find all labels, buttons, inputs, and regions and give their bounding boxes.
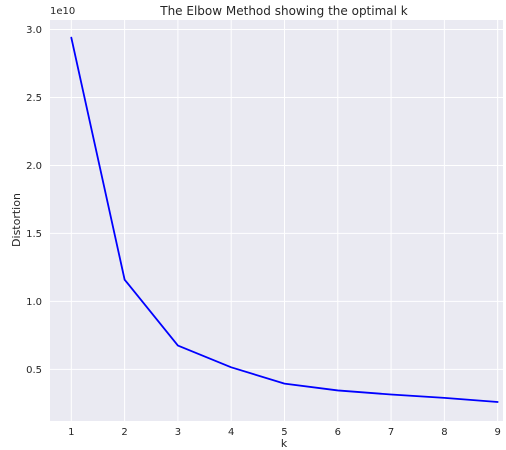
plot-area <box>50 20 503 421</box>
x-tick-label: 4 <box>228 427 234 438</box>
y-tick-label: 0.5 <box>26 365 42 376</box>
y-tick-label: 2.5 <box>26 93 42 104</box>
grid-lines <box>50 20 503 421</box>
x-tick-label: 8 <box>441 427 447 438</box>
x-tick-labels: 1 2 3 4 5 6 7 8 9 <box>68 427 501 438</box>
x-tick-label: 1 <box>68 427 74 438</box>
chart-title: The Elbow Method showing the optimal k <box>159 4 408 18</box>
y-axis-label: Distortion <box>10 193 23 247</box>
y-tick-labels: 0.5 1.0 1.5 2.0 2.5 3.0 <box>26 25 42 376</box>
y-tick-label: 2.0 <box>26 161 42 172</box>
y-tick-label: 1.0 <box>26 297 42 308</box>
y-tick-label: 1.5 <box>26 229 42 240</box>
x-tick-label: 3 <box>175 427 181 438</box>
series-line-0 <box>70 36 499 403</box>
x-tick-label: 7 <box>388 427 394 438</box>
x-tick-label: 2 <box>121 427 127 438</box>
y-offset-label: 1e10 <box>50 6 75 17</box>
series-layer <box>70 36 499 403</box>
x-tick-label: 5 <box>281 427 287 438</box>
x-tick-label: 6 <box>335 427 341 438</box>
x-tick-label: 9 <box>494 427 500 438</box>
x-axis-label: k <box>281 437 288 450</box>
y-tick-label: 3.0 <box>26 25 42 36</box>
